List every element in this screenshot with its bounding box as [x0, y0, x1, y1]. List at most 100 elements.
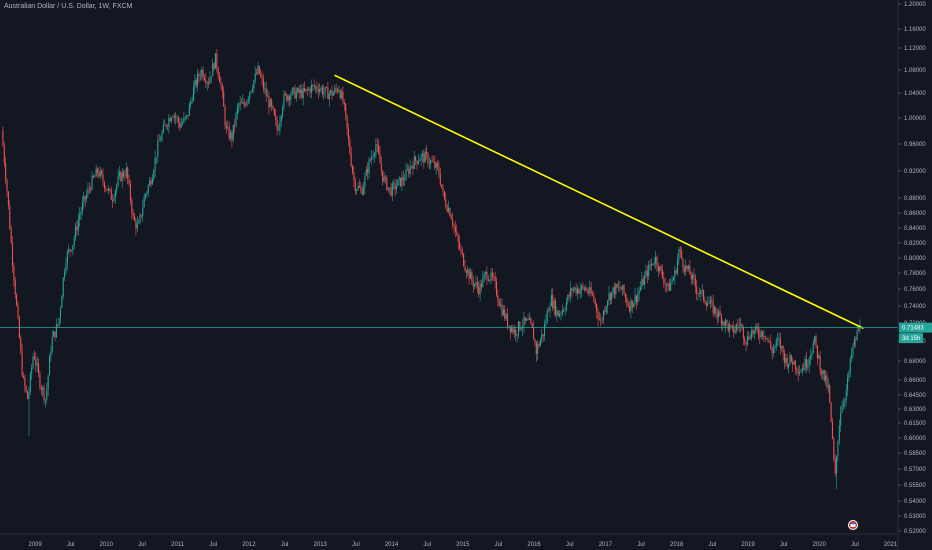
price-tick-label: 0.86000 [904, 211, 926, 217]
candle-body [364, 176, 366, 187]
candle-body [519, 321, 521, 330]
candle-body [172, 116, 174, 118]
candle [35, 352, 37, 372]
candle [238, 102, 240, 114]
candle-body [372, 156, 374, 157]
candle-body [628, 306, 631, 312]
candle [683, 264, 685, 276]
candle [279, 115, 281, 136]
trendline[interactable] [334, 74, 864, 330]
candle [768, 340, 770, 343]
candle [419, 158, 421, 161]
candle-body [737, 324, 739, 326]
candle [461, 246, 463, 258]
candle [469, 267, 472, 279]
candle-body [796, 368, 798, 371]
candle-body [352, 165, 354, 173]
candle-body [472, 280, 474, 286]
candle [172, 114, 174, 119]
candle-body [401, 176, 403, 187]
candle [500, 298, 502, 310]
candle [305, 88, 307, 94]
candle [5, 156, 7, 185]
candle [94, 174, 96, 178]
candle [846, 372, 849, 397]
candle [54, 331, 56, 342]
candle-body [818, 355, 820, 359]
candle [395, 179, 397, 194]
candle-body [535, 342, 537, 355]
candle [723, 320, 725, 328]
candle-body [129, 183, 131, 201]
candle [376, 137, 378, 152]
candle-body [58, 317, 60, 326]
candle [413, 150, 415, 170]
candle [120, 170, 122, 183]
candle-body [397, 179, 399, 187]
candle [475, 274, 477, 289]
candle [405, 162, 407, 181]
candle [616, 283, 618, 289]
candle [10, 225, 12, 245]
candle [457, 232, 459, 250]
candle [362, 181, 365, 196]
candle-body [220, 82, 222, 85]
candle-body [829, 385, 831, 402]
candle-body [70, 250, 73, 252]
candle-body [258, 65, 260, 74]
candle-body [234, 124, 236, 126]
candle-body [561, 309, 563, 314]
candle-body [801, 368, 803, 373]
candle-body [565, 302, 568, 310]
candle-body [719, 311, 721, 316]
candle [782, 344, 784, 361]
candle-body [73, 237, 75, 246]
candle-body [763, 335, 765, 337]
candle-body [692, 274, 694, 280]
candle-body [149, 180, 151, 186]
candle [219, 72, 221, 83]
candle-body [102, 174, 104, 182]
candle-body [33, 356, 36, 359]
candle-body [229, 132, 232, 139]
price-tick-label: 0.63000 [904, 407, 926, 413]
candle [438, 160, 440, 179]
candle [582, 282, 584, 291]
price-tick-label: 0.54000 [904, 499, 926, 505]
candle-body [75, 226, 77, 238]
candle-body [808, 358, 810, 366]
price-tick-label: 0.53000 [904, 514, 926, 520]
candle [83, 191, 85, 210]
price-tick-label: 1.20000 [904, 2, 926, 8]
calendar-event-icon[interactable] [848, 520, 858, 530]
candle [76, 219, 78, 236]
candle [302, 83, 304, 106]
candle [761, 330, 764, 341]
candle-body [491, 272, 493, 277]
candle-body [210, 76, 212, 78]
candle [187, 115, 189, 120]
candle-body [731, 325, 733, 327]
time-tick-label: Jul [495, 542, 503, 548]
price-tick-label: 0.68000 [904, 359, 926, 365]
candle [79, 207, 81, 227]
candle-body [68, 249, 70, 252]
candle-body [430, 160, 432, 164]
candle [497, 289, 499, 308]
candle-body [96, 168, 99, 173]
candle [468, 268, 470, 285]
candle-body [822, 370, 824, 374]
candle-body [151, 178, 153, 185]
candle-body [541, 334, 543, 340]
candle-body [634, 295, 636, 304]
candle-body [856, 330, 858, 340]
candle-body [578, 288, 580, 294]
candle-body [505, 314, 507, 319]
candle-body [330, 90, 332, 94]
candle [504, 305, 506, 322]
candle [659, 265, 661, 274]
candle [733, 321, 735, 339]
candle-body [432, 161, 435, 163]
